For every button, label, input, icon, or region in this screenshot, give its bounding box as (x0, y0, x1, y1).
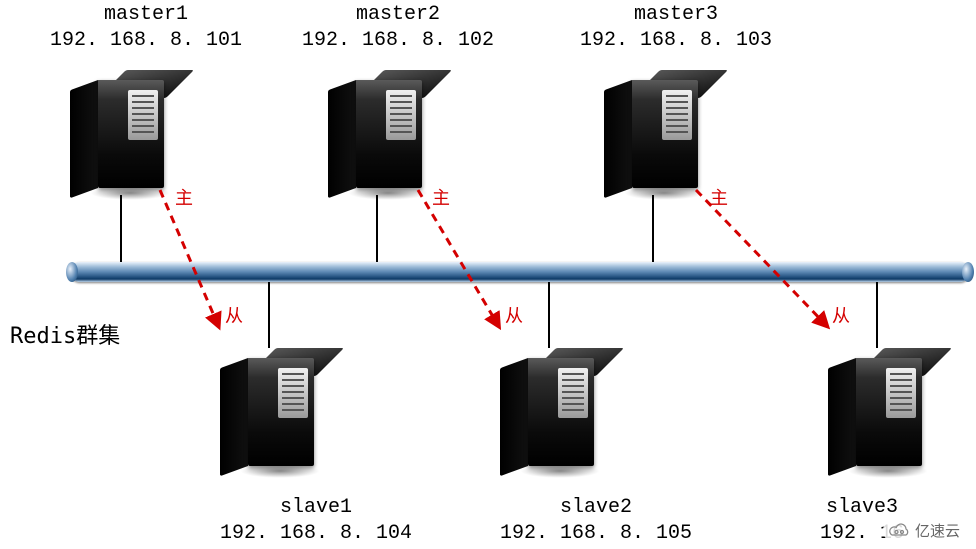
cloud-icon (887, 522, 911, 540)
annot-slave-2: 从 (832, 302, 850, 328)
connector-slave3 (876, 282, 878, 348)
annot-master-0: 主 (175, 184, 193, 210)
label-master3: master3 192. 168. 8. 103 (580, 2, 772, 54)
server-master3 (604, 70, 700, 190)
server-slave1 (220, 348, 316, 468)
annot-master-2: 主 (710, 184, 728, 210)
label-slave2: slave2 192. 168. 8. 105 (500, 495, 692, 547)
connector-master1 (120, 195, 122, 262)
server-master1 (70, 70, 166, 190)
watermark: 亿速云 (883, 518, 970, 543)
server-master2 (328, 70, 424, 190)
cluster-title: Redis群集 (10, 318, 120, 350)
annot-master-1: 主 (432, 184, 450, 210)
cluster-bus (70, 262, 970, 282)
server-slave3 (828, 348, 924, 468)
label-master2: master2 192. 168. 8. 102 (302, 2, 494, 54)
annot-slave-0: 从 (225, 302, 243, 328)
connector-master2 (376, 195, 378, 262)
connector-slave1 (268, 282, 270, 348)
watermark-text: 亿速云 (915, 520, 960, 541)
annot-slave-1: 从 (505, 302, 523, 328)
server-slave2 (500, 348, 596, 468)
label-slave1: slave1 192. 168. 8. 104 (220, 495, 412, 547)
connector-slave2 (548, 282, 550, 348)
connector-master3 (652, 195, 654, 262)
label-master1: master1 192. 168. 8. 101 (50, 2, 242, 54)
diagram-root: Redis群集 master1 192. 168. 8. 101 master2 … (0, 0, 976, 549)
